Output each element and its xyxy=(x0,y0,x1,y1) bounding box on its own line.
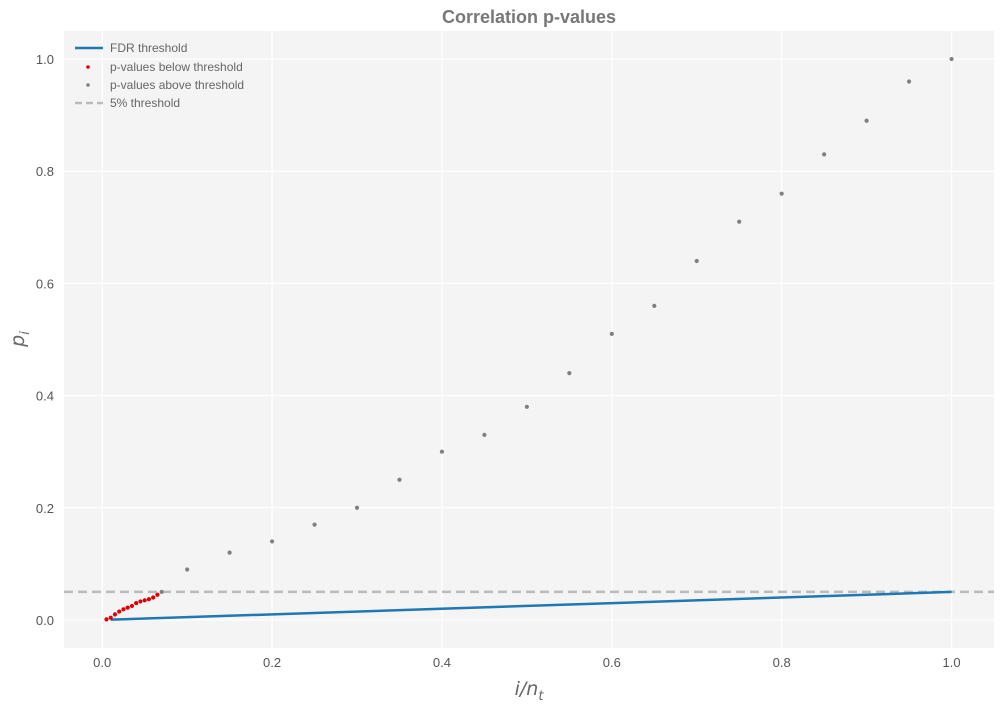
legend: FDR threshold p-values below threshold p… xyxy=(75,41,244,110)
x-tick-label-0: 0.0 xyxy=(93,655,111,670)
y-tick-label-5: 1.0 xyxy=(36,52,54,67)
point-below-threshold-8 xyxy=(138,599,143,604)
x-axis-label-subscript: t xyxy=(538,689,544,704)
y-tick-label-0: 0.0 xyxy=(36,613,54,628)
point-below-threshold-4 xyxy=(121,607,126,612)
point-above-threshold-13 xyxy=(694,258,699,264)
point-above-threshold-18 xyxy=(906,79,912,84)
point-below-threshold-3 xyxy=(117,609,122,614)
point-above-threshold-1 xyxy=(185,567,190,572)
y-axis-label-subscript: i xyxy=(18,331,33,335)
y-axis-label-main: p xyxy=(7,335,29,348)
legend-swatch-below-threshold xyxy=(86,65,90,69)
x-axis-label-main: i/n xyxy=(515,678,539,700)
y-tick-label-3: 0.6 xyxy=(36,276,54,291)
legend-swatch-above-threshold xyxy=(86,83,90,87)
point-below-threshold-9 xyxy=(142,598,147,603)
y-tick-label-4: 0.8 xyxy=(36,164,54,179)
point-above-threshold-10 xyxy=(567,371,572,376)
x-tick-label-2: 0.4 xyxy=(433,655,451,670)
point-above-threshold-5 xyxy=(354,505,360,510)
point-above-threshold-6 xyxy=(397,477,402,482)
point-above-threshold-2 xyxy=(227,550,232,555)
legend-label-below-threshold: p-values below threshold xyxy=(110,60,243,74)
point-below-threshold-6 xyxy=(129,603,135,609)
y-axis-label: pi xyxy=(7,331,33,348)
point-above-threshold-0 xyxy=(159,589,164,595)
x-tick-label-1: 0.2 xyxy=(263,655,281,670)
point-above-threshold-4 xyxy=(312,522,317,527)
grid xyxy=(64,31,994,648)
x-tick-label-5: 1.0 xyxy=(942,655,960,670)
point-below-threshold-7 xyxy=(134,601,139,606)
data-points xyxy=(104,56,954,622)
point-above-threshold-12 xyxy=(652,303,657,308)
point-below-threshold-5 xyxy=(125,605,130,610)
point-above-threshold-3 xyxy=(269,539,275,544)
x-tick-label-4: 0.8 xyxy=(773,655,791,670)
x-axis-label: i/nt xyxy=(515,678,545,704)
point-below-threshold-11 xyxy=(151,595,156,600)
point-above-threshold-9 xyxy=(524,404,529,409)
point-below-threshold-10 xyxy=(146,597,152,602)
point-above-threshold-17 xyxy=(864,118,869,123)
point-below-threshold-2 xyxy=(112,612,118,617)
legend-label-above-threshold: p-values above threshold xyxy=(110,78,244,92)
point-above-threshold-14 xyxy=(737,219,742,224)
point-below-threshold-0 xyxy=(104,617,109,622)
x-tick-label-3: 0.6 xyxy=(603,655,621,670)
point-above-threshold-16 xyxy=(822,152,827,157)
legend-label-5pct-threshold: 5% threshold xyxy=(110,96,180,110)
point-above-threshold-7 xyxy=(439,449,445,454)
reference-lines xyxy=(64,590,994,621)
tick-labels: 0.0 0.2 0.4 0.6 0.8 1.0 0.0 0.2 0.4 0.6 0.8 1.0 xyxy=(36,52,961,670)
chart-title: Correlation p-values xyxy=(442,7,616,27)
y-tick-label-1: 0.2 xyxy=(36,501,54,516)
point-above-threshold-15 xyxy=(779,191,784,196)
fdr-threshold-line xyxy=(110,590,952,621)
point-below-threshold-12 xyxy=(155,592,160,597)
point-above-threshold-8 xyxy=(482,432,487,437)
plot-area xyxy=(64,31,994,648)
point-above-threshold-19 xyxy=(949,56,954,62)
point-below-threshold-1 xyxy=(108,615,113,620)
legend-label-fdr-threshold: FDR threshold xyxy=(110,41,187,55)
y-tick-label-2: 0.4 xyxy=(36,389,54,404)
point-above-threshold-11 xyxy=(609,331,614,336)
